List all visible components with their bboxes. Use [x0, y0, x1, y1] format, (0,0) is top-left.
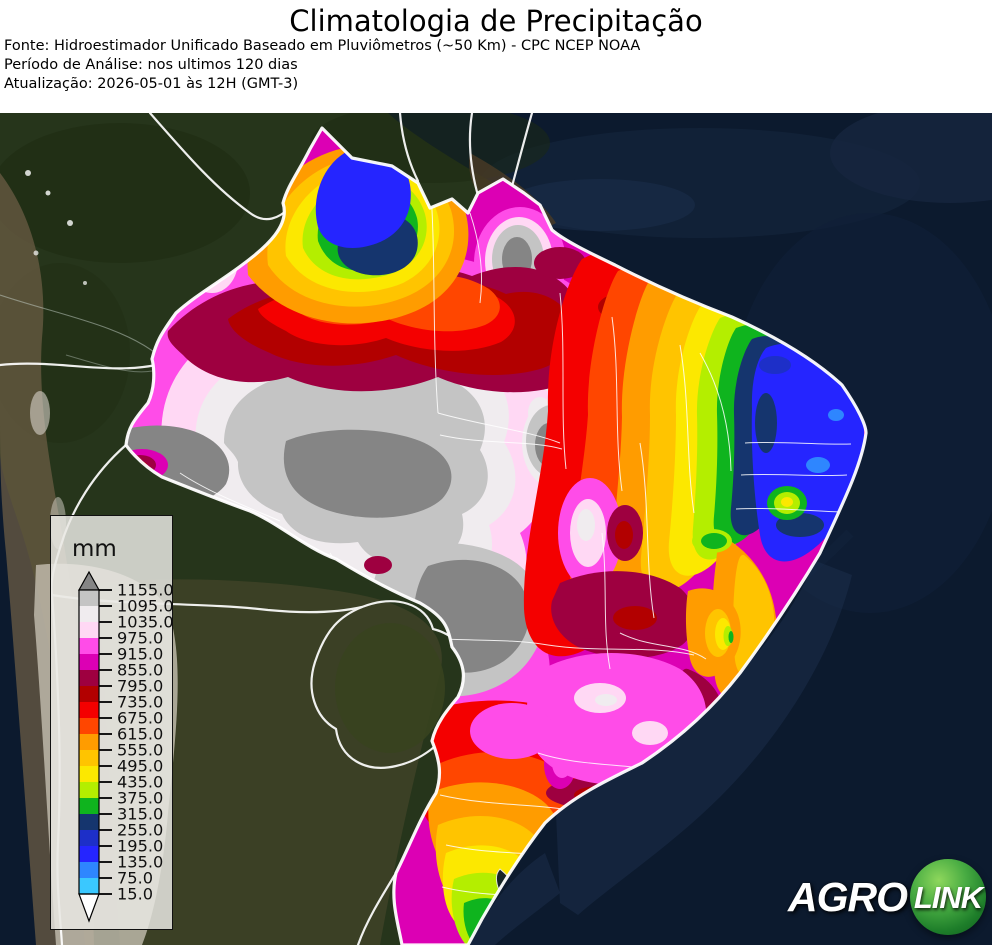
colorbar-cell — [79, 670, 99, 686]
colorbar-cell — [79, 718, 99, 734]
source-line: Fonte: Hidroestimador Unificado Baseado … — [4, 38, 641, 54]
update-line: Atualização: 2026-05-01 às 12H (GMT-3) — [4, 76, 299, 92]
colorbar-tick-label: 75.0 — [117, 869, 153, 888]
colorbar-cell — [79, 622, 99, 638]
colorbar-tick-label: 1155.0 — [117, 581, 174, 600]
colorbar-tick-label: 555.0 — [117, 741, 163, 760]
colorbar-tick-label: 1095.0 — [117, 597, 174, 616]
colorbar-tick-label: 315.0 — [117, 805, 163, 824]
colorbar-cell — [79, 814, 99, 830]
colorbar-tick-label: 975.0 — [117, 629, 163, 648]
colorbar-tick-label: 915.0 — [117, 645, 163, 664]
colorbar-cell — [79, 782, 99, 798]
colorbar-tick-label: 615.0 — [117, 725, 163, 744]
agrolink-logo: AGRO LINK — [788, 859, 986, 935]
precipitation-map: mm 1155.0 1095.0 1035.0 975.0 915.0 855.0 795.… — [0, 113, 992, 945]
colorbar-tick-label: 135.0 — [117, 853, 163, 872]
colorbar-cell — [79, 798, 99, 814]
colorbar-tick-label: 675.0 — [117, 709, 163, 728]
colorbar-cell — [79, 862, 99, 878]
page-title: Climatologia de Precipitação — [289, 4, 703, 38]
period-line: Período de Análise: nos ultimos 120 dias — [4, 57, 298, 73]
colorbar-cell — [79, 846, 99, 862]
legend: mm 1155.0 1095.0 1035.0 975.0 915.0 855.0 795.… — [50, 515, 174, 930]
colorbar-cell — [79, 638, 99, 654]
colorbar-tick-label: 795.0 — [117, 677, 163, 696]
colorbar-tick-label: 855.0 — [117, 661, 163, 680]
colorbar-cell — [79, 702, 99, 718]
colorbar-cell — [79, 750, 99, 766]
colorbar-tick-label: 735.0 — [117, 693, 163, 712]
colorbar-cell — [79, 766, 99, 782]
colorbar-tick-label: 495.0 — [117, 757, 163, 776]
brazil-border — [124, 126, 868, 945]
colorbar-tick-label: 375.0 — [117, 789, 163, 808]
colorbar-tick-label: 15.0 — [117, 885, 153, 904]
colorbar-below-arrow — [78, 893, 100, 923]
logo-sphere: LINK — [910, 859, 986, 935]
map-canvas — [0, 113, 992, 945]
colorbar-cell — [79, 878, 99, 894]
colorbar-tick-label: 255.0 — [117, 821, 163, 840]
legend-unit-label: mm — [72, 536, 117, 562]
colorbar-cell — [79, 830, 99, 846]
colorbar-above-arrow — [77, 570, 101, 591]
colorbar-cell — [79, 590, 99, 606]
logo-text-link: LINK — [913, 879, 983, 915]
header: Climatologia de Precipitação Fonte: Hidr… — [0, 0, 992, 113]
colorbar-tick-label: 435.0 — [117, 773, 163, 792]
colorbar-tick-label: 195.0 — [117, 837, 163, 856]
colorbar-cell — [79, 654, 99, 670]
colorbar-cell — [79, 606, 99, 622]
colorbar-tick-label: 1035.0 — [117, 613, 174, 632]
logo-text-agro: AGRO — [788, 873, 908, 920]
colorbar: 1155.01095.01035.0975.0915.0855.0795.073… — [77, 570, 174, 923]
colorbar-cell — [79, 686, 99, 702]
colorbar-cell — [79, 734, 99, 750]
